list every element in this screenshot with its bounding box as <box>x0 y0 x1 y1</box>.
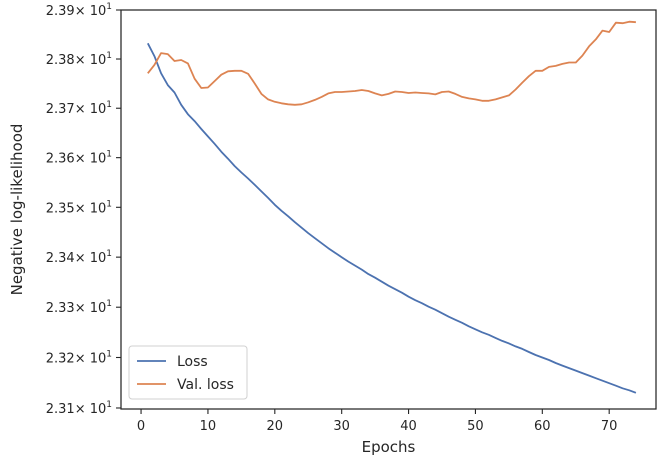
y-tick-exponent: 1 <box>106 299 112 309</box>
y-tick-exponent: 1 <box>106 51 112 61</box>
x-tick-label: 20 <box>267 419 284 434</box>
x-tick-label: 40 <box>400 419 417 434</box>
y-tick-multiplier: × 10 <box>75 53 107 68</box>
y-tick-multiplier: × 10 <box>75 201 107 216</box>
y-tick-mantissa: 2.37 <box>46 102 75 117</box>
y-tick-exponent: 1 <box>106 400 112 410</box>
y-tick-multiplier: × 10 <box>75 152 107 167</box>
y-tick-label: 2.36× 101 <box>46 150 112 167</box>
x-tick-label: 60 <box>534 419 551 434</box>
series-line-loss <box>147 42 637 394</box>
y-tick-mantissa: 2.33 <box>46 301 75 316</box>
y-tick-label: 2.32× 101 <box>46 349 112 366</box>
y-tick-mantissa: 2.35 <box>46 201 75 216</box>
series-line-val-loss <box>147 20 636 106</box>
y-tick-multiplier: × 10 <box>75 251 107 266</box>
x-tick-label: 70 <box>601 419 618 434</box>
y-tick-label: 2.38× 101 <box>46 51 112 68</box>
y-tick-exponent: 1 <box>106 199 112 209</box>
x-axis: 0 10 20 30 40 50 60 70 <box>137 409 618 434</box>
y-tick-label: 2.39× 101 <box>46 2 112 19</box>
y-tick-exponent: 1 <box>106 349 112 359</box>
x-tick-label: 30 <box>333 419 350 434</box>
y-tick-mantissa: 2.31 <box>46 402 75 417</box>
y-tick-label: 2.34× 101 <box>46 249 112 266</box>
y-tick-mantissa: 2.32 <box>46 351 75 366</box>
x-tick-label: 10 <box>200 419 217 434</box>
y-tick-exponent: 1 <box>106 249 112 259</box>
y-tick-multiplier: × 10 <box>75 301 107 316</box>
y-tick-multiplier: × 10 <box>75 402 107 417</box>
x-axis-label: Epochs <box>362 438 416 456</box>
y-tick-mantissa: 2.39 <box>46 4 75 19</box>
legend-box <box>128 345 248 400</box>
y-tick-multiplier: × 10 <box>75 4 107 19</box>
x-tick-label: 50 <box>467 419 484 434</box>
x-tick-label: 0 <box>137 419 145 434</box>
legend-label-loss: Loss <box>177 354 208 370</box>
y-tick-label: 2.33× 101 <box>46 299 112 316</box>
series-group <box>147 20 637 394</box>
y-axis-label: Negative log-likelihood <box>8 124 26 296</box>
plot-area <box>120 9 657 410</box>
y-tick-exponent: 1 <box>106 100 112 110</box>
y-tick-mantissa: 2.36 <box>46 152 75 167</box>
y-tick-mantissa: 2.34 <box>46 251 75 266</box>
y-tick-label: 2.35× 101 <box>46 199 112 216</box>
y-tick-multiplier: × 10 <box>75 351 107 366</box>
legend-label-val-loss: Val. loss <box>177 377 234 393</box>
y-tick-exponent: 1 <box>106 150 112 160</box>
y-tick-mantissa: 2.38 <box>46 53 75 68</box>
y-tick-label: 2.37× 101 <box>46 100 112 117</box>
y-tick-exponent: 1 <box>106 2 112 12</box>
y-tick-multiplier: × 10 <box>75 102 107 117</box>
y-tick-label: 2.31× 101 <box>46 400 112 417</box>
legend: Loss Val. loss <box>128 345 248 400</box>
